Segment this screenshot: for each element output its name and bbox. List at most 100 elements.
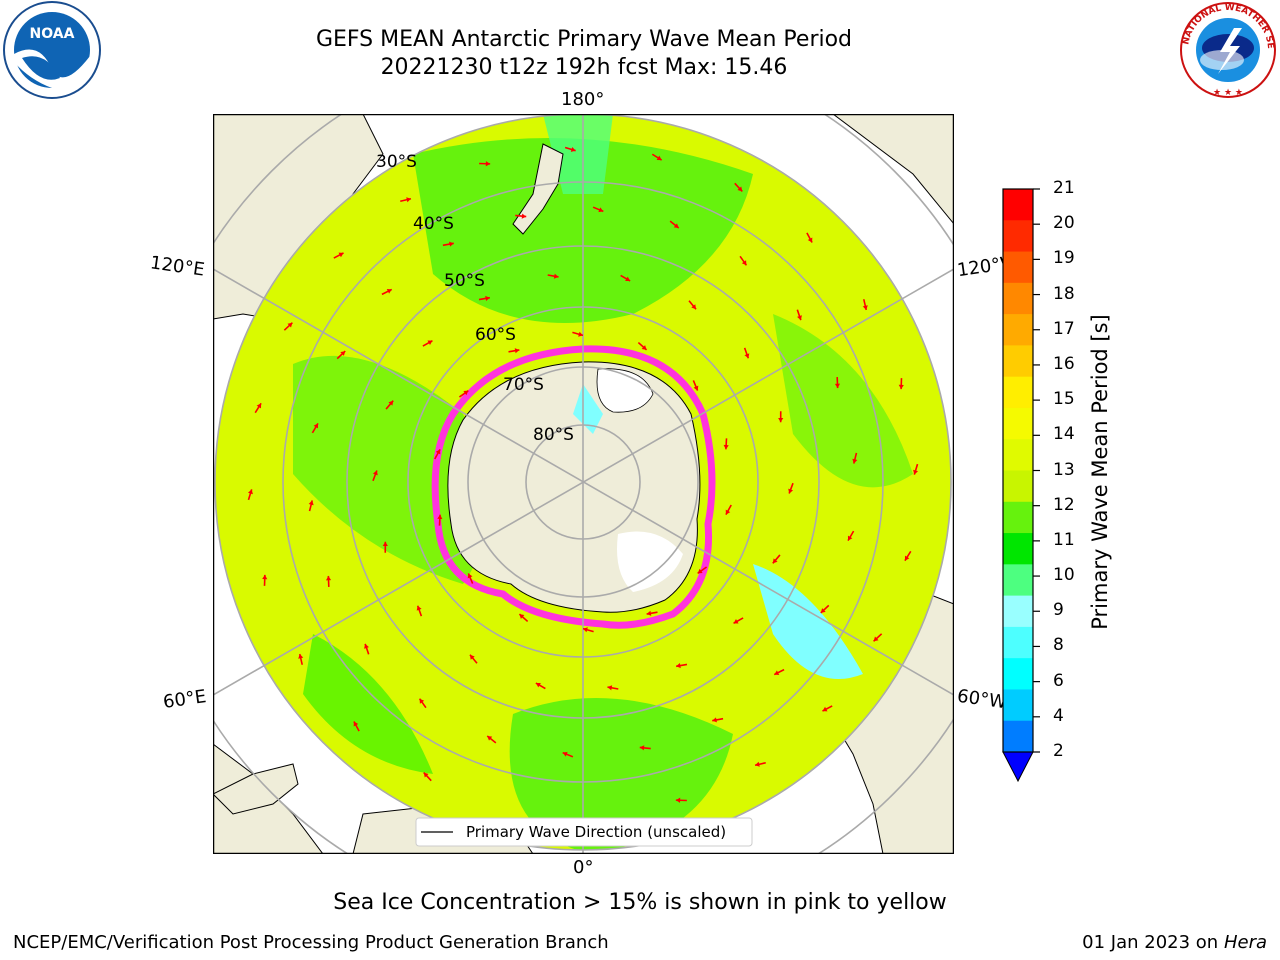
wave-arrow-head	[788, 488, 794, 494]
footer-date: 01 Jan 2023 on Hera	[1082, 932, 1267, 953]
wave-arrow-head	[427, 340, 433, 346]
wave-arrow-head	[449, 241, 454, 247]
lon-label-120e: 120°E	[148, 252, 206, 281]
wave-arrow-head	[693, 385, 699, 391]
wave-arrow-head	[382, 541, 388, 547]
wave-arrow-head	[578, 331, 583, 337]
wave-arrow-head	[406, 197, 411, 203]
wave-arrow-head	[353, 721, 359, 727]
sea-ice-edge	[431, 345, 716, 629]
colorbar-segment	[1003, 626, 1033, 659]
colorbar	[1002, 188, 1040, 783]
wave-arrow-head	[737, 186, 743, 192]
wave-arrow-head	[388, 400, 394, 406]
wave-arrow-head	[372, 470, 378, 476]
lon-label-60e: 60°E	[161, 686, 208, 713]
wave-arrow-head	[364, 643, 369, 649]
colorbar-segment	[1003, 220, 1033, 253]
colorbar-label: Primary Wave Mean Period [s]	[1088, 313, 1113, 630]
colorbar-segment	[1003, 470, 1033, 503]
wave-arrow-head	[325, 575, 332, 581]
colorbar-segment	[1003, 720, 1033, 753]
wave-arrow-head	[607, 685, 613, 691]
wave-arrow-head	[463, 390, 469, 396]
colorbar-segment	[1003, 533, 1033, 565]
wave-arrow-head	[904, 555, 910, 561]
wave-arrow-head	[469, 654, 475, 660]
colorbar-segment	[1003, 189, 1033, 221]
wave-arrow-head	[553, 273, 559, 279]
wave-arrow-head	[386, 289, 392, 294]
wave-arrow-head	[797, 315, 802, 321]
colorbar-segment	[1003, 501, 1033, 534]
wave-arrow-head	[723, 444, 729, 450]
wave-arrow-head	[570, 146, 576, 152]
polar-map: 30°S 40°S 50°S 60°S 70°S 80°S Primary Wa…	[213, 114, 954, 854]
wave-arrow-head	[583, 627, 588, 633]
colorbar-segment	[1003, 689, 1033, 722]
wave-arrow-head	[691, 304, 697, 310]
wave-arrow-head	[338, 252, 344, 258]
wave-arrow-head	[514, 348, 520, 354]
lat-label-80s: 80°S	[533, 425, 574, 445]
noaa-logo-text: NOAA	[30, 26, 75, 42]
sea-ice-note: Sea Ice Concentration > 15% is shown in …	[333, 890, 947, 915]
wave-arrow-head	[675, 797, 681, 803]
wave-arrow-head	[862, 305, 868, 310]
wave-arrow-head	[521, 213, 527, 219]
wave-arrow-head	[820, 608, 826, 613]
wave-arrow-head	[778, 417, 784, 423]
wave-arrow-head	[913, 469, 919, 475]
wave-arrow-head	[641, 345, 647, 350]
colorbar-segment	[1003, 564, 1033, 597]
footer-date-text: 01 Jan 2023 on	[1082, 932, 1224, 953]
wave-arrow-head	[639, 745, 645, 751]
wave-arrow-head	[898, 384, 904, 390]
colorbar-segment	[1003, 658, 1033, 690]
wave-arrow-head	[697, 568, 703, 574]
colorbar-tick-label: 9	[1053, 600, 1064, 621]
graticule	[213, 114, 954, 854]
wave-arrow-head	[298, 654, 304, 659]
colorbar-segment	[1003, 251, 1033, 284]
wave-arrow-head	[772, 558, 778, 564]
wave-arrow-head	[562, 751, 568, 757]
colorbar-tick-label: 17	[1053, 318, 1075, 339]
map-legend: Primary Wave Direction (unscaled)	[415, 817, 753, 847]
chart-subtitle: 20221230 t12z 192h fcst Max: 15.46	[380, 55, 788, 80]
lon-label-top: 180°	[561, 89, 605, 110]
wave-arrow-head	[247, 489, 253, 495]
wave-arrow-head	[262, 574, 268, 580]
wave-arrow-head	[423, 772, 429, 778]
chart-title: GEFS MEAN Antarctic Primary Wave Mean Pe…	[315, 27, 853, 52]
lat-label-70s: 70°S	[503, 375, 544, 395]
wave-arrow-head	[487, 735, 493, 741]
colorbar-extend	[1002, 751, 1034, 783]
wave-arrow-head	[725, 509, 731, 515]
colorbar-tick-label: 21	[1053, 178, 1075, 198]
wave-arrow-head	[485, 161, 491, 167]
wave-arrow-head	[733, 618, 739, 624]
colorbar-tick-label: 18	[1053, 283, 1075, 304]
colorbar-segment	[1003, 314, 1033, 346]
new-zealand-landmass	[512, 143, 564, 235]
colorbar-tick-label: 11	[1053, 529, 1075, 550]
colorbar-tick-label: 14	[1053, 424, 1075, 445]
colorbar-tick-label: 6	[1053, 670, 1064, 691]
wave-arrow-head	[774, 670, 780, 675]
colorbar-segment	[1003, 282, 1033, 315]
wave-arrow-head	[822, 706, 828, 712]
wave-arrow-head	[519, 614, 525, 619]
wave-arrow-head	[646, 610, 652, 616]
noaa-logo: NOAA	[3, 1, 101, 99]
pacific-landmass	[832, 114, 954, 225]
legend-label: Primary Wave Direction (unscaled)	[466, 823, 726, 841]
lat-label-60s: 60°S	[475, 325, 516, 345]
wave-arrow-head	[435, 449, 441, 455]
wave-arrow-head	[873, 636, 879, 642]
lon-label-bottom: 0°	[573, 857, 594, 878]
wave-arrow-head	[712, 717, 717, 723]
weddell-sea-ice	[617, 531, 683, 592]
wave-direction-arrows	[247, 146, 919, 803]
colorbar-tick-label: 13	[1053, 459, 1075, 480]
